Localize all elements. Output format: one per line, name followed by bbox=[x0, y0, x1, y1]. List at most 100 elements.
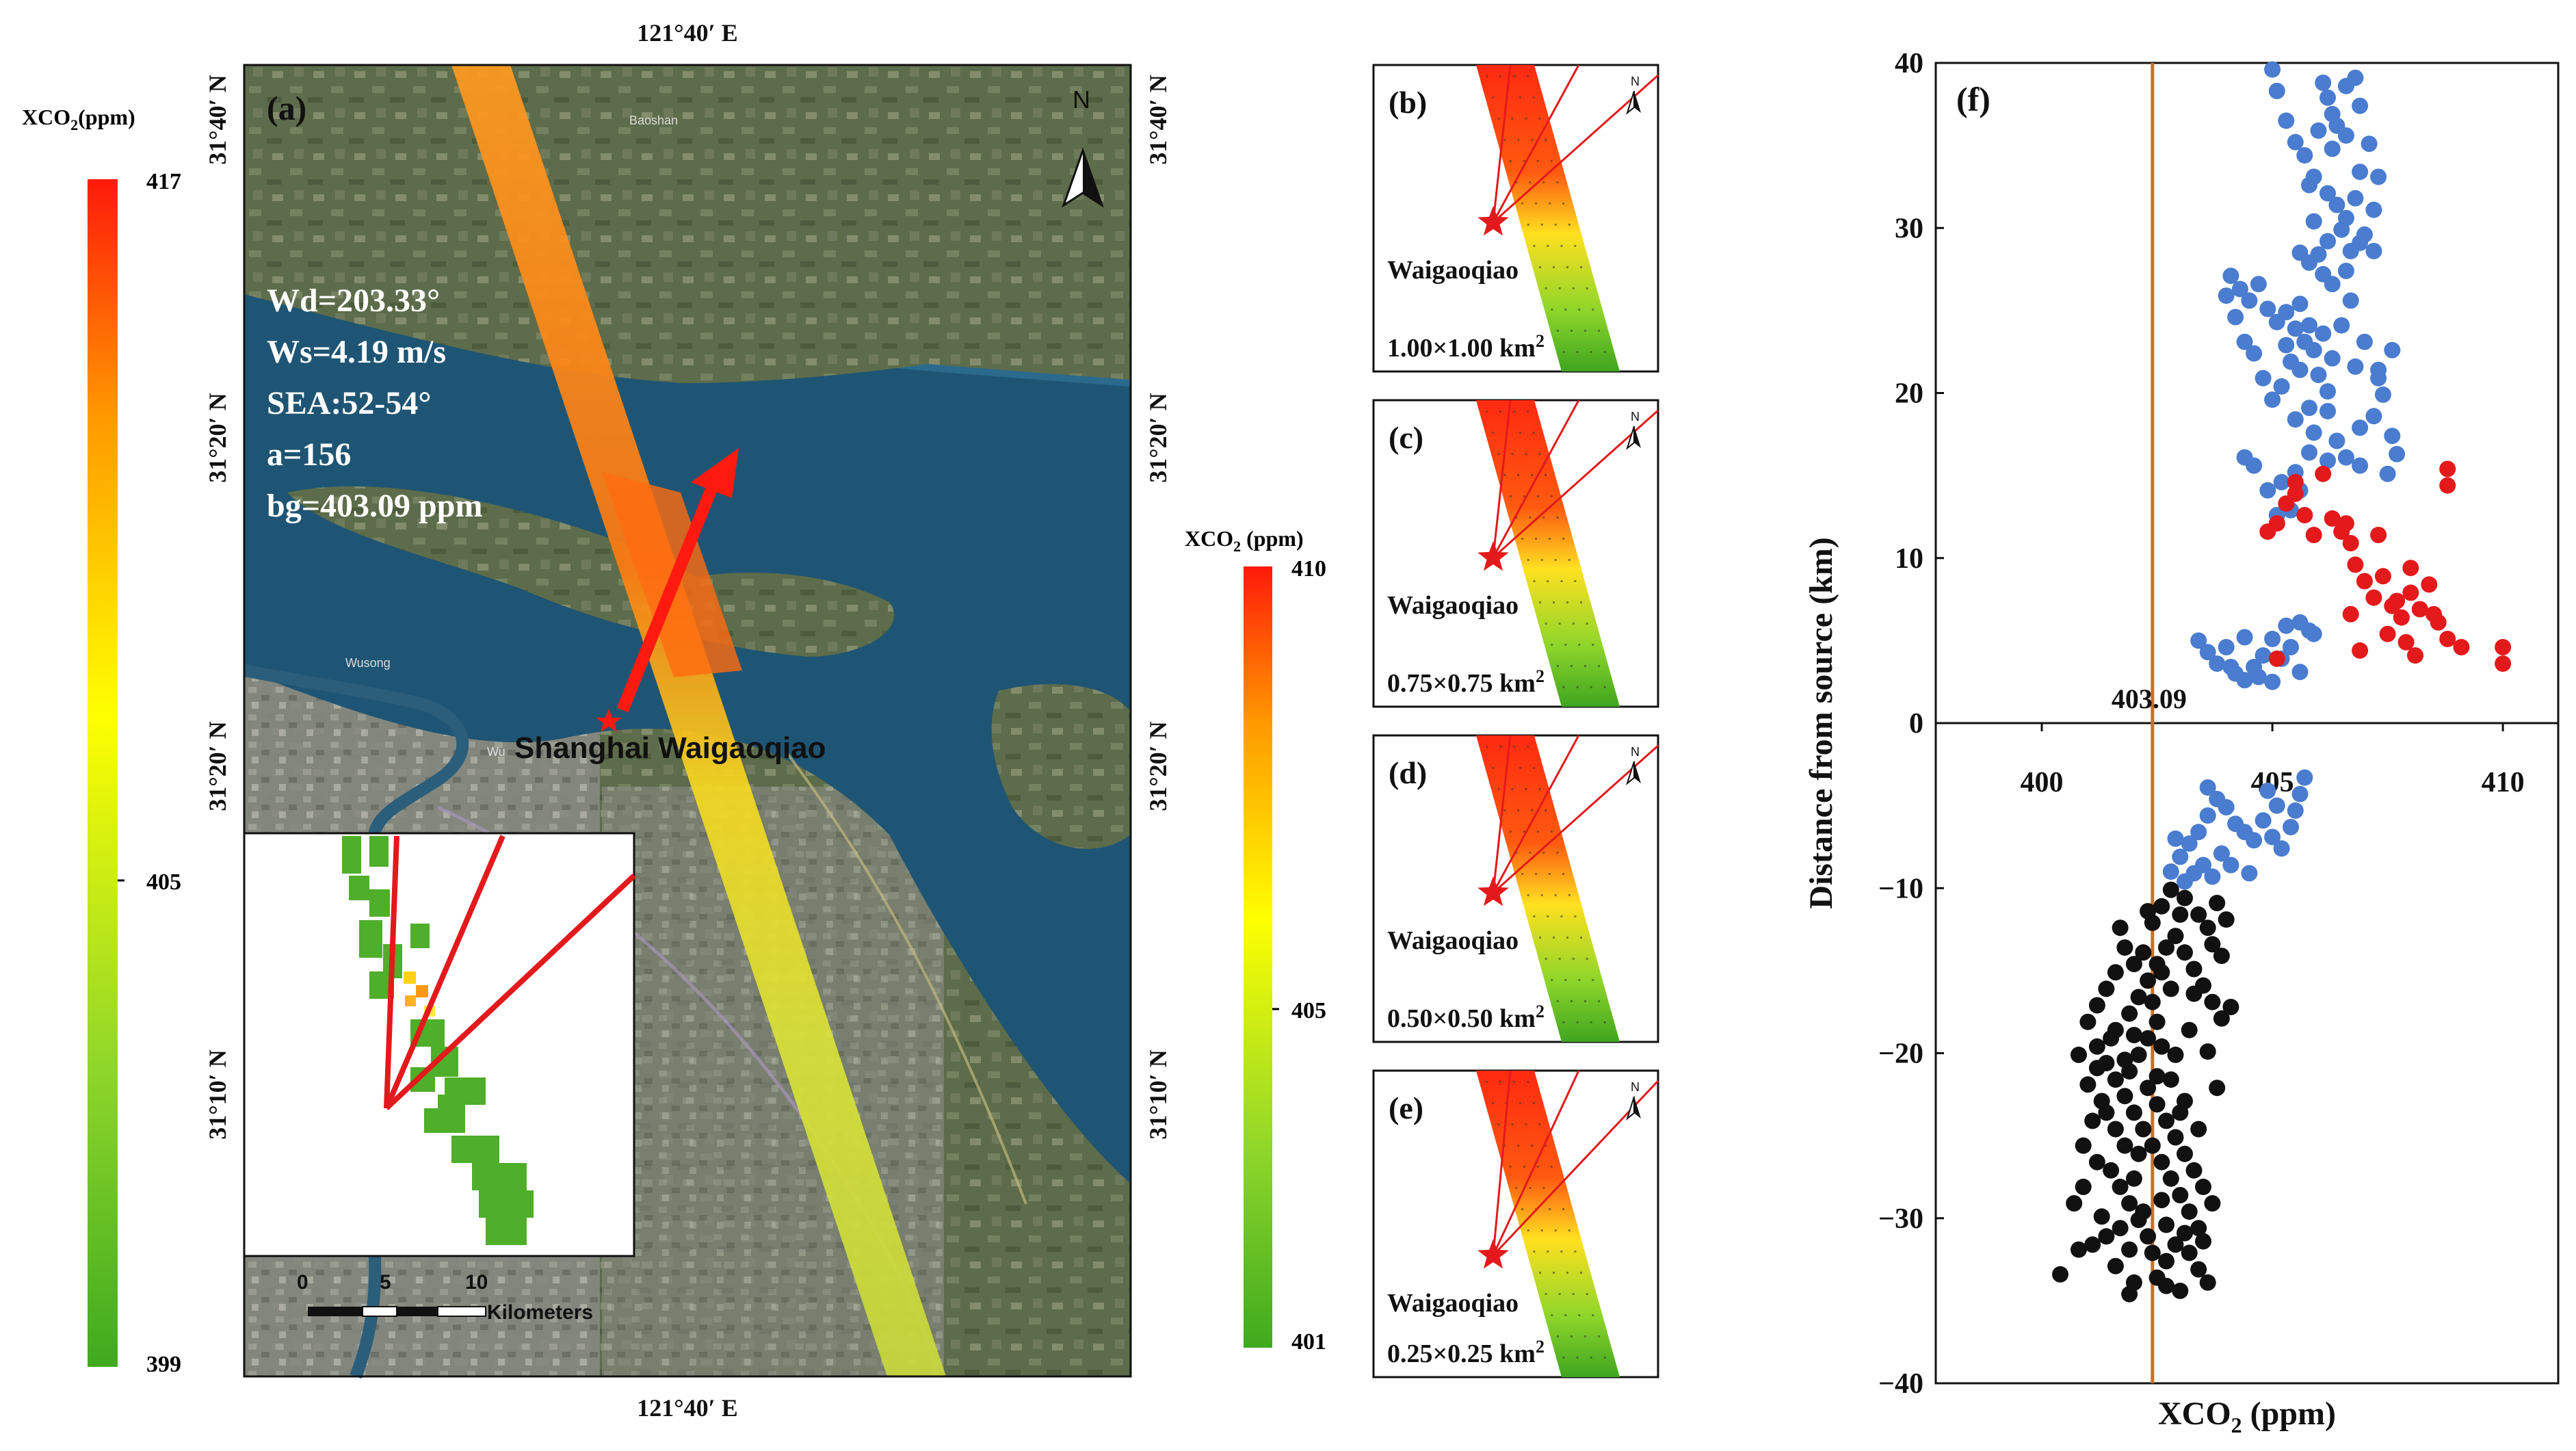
data-point bbox=[2384, 428, 2401, 445]
data-point bbox=[2140, 972, 2157, 989]
data-point bbox=[2103, 1162, 2120, 1179]
pixel-dot bbox=[1558, 623, 1561, 625]
pixel-dot bbox=[1497, 1123, 1500, 1125]
scale-bar: 0 5 10 Kilometers bbox=[297, 1271, 593, 1324]
pixel-dot bbox=[1572, 287, 1575, 289]
data-point bbox=[2255, 812, 2272, 829]
pixel-dot bbox=[1533, 915, 1536, 917]
colorbar-a-max: 417 bbox=[146, 169, 181, 194]
data-point bbox=[2231, 280, 2248, 298]
pixel-dot bbox=[1603, 1021, 1606, 1023]
pixel-dot bbox=[1515, 181, 1518, 183]
pixel-dot bbox=[1538, 118, 1541, 120]
data-point bbox=[2130, 1145, 2147, 1162]
data-point bbox=[2107, 1121, 2124, 1138]
pixel-dot bbox=[1509, 831, 1512, 833]
cone-line bbox=[1493, 744, 1659, 894]
data-point bbox=[2301, 177, 2317, 194]
pixel-dot bbox=[1554, 1229, 1557, 1231]
data-point bbox=[2236, 449, 2253, 466]
data-point bbox=[2158, 1253, 2174, 1270]
pixel-dot bbox=[1539, 937, 1542, 939]
data-point bbox=[2222, 857, 2239, 874]
data-point bbox=[2213, 845, 2230, 862]
pixel-dot bbox=[1549, 873, 1551, 875]
data-point bbox=[2199, 1274, 2216, 1291]
data-point bbox=[2071, 1241, 2087, 1258]
data-point bbox=[2264, 828, 2281, 846]
data-point bbox=[2190, 632, 2207, 649]
data-point bbox=[2495, 655, 2512, 672]
small-panel-label: (b) bbox=[1389, 85, 1427, 120]
pixel-dot bbox=[1532, 432, 1535, 434]
pixel-dot bbox=[1517, 809, 1520, 811]
data-point bbox=[2190, 1261, 2207, 1278]
pixel-dot bbox=[1540, 1229, 1543, 1231]
pixel-dot bbox=[1597, 1335, 1600, 1337]
data-point bbox=[2162, 881, 2179, 898]
pixel-dot bbox=[1545, 287, 1547, 289]
pixel-dot bbox=[1592, 1314, 1594, 1316]
data-point bbox=[2148, 1013, 2166, 1030]
pixel-dot bbox=[1532, 96, 1535, 99]
pixel-dot bbox=[1545, 1145, 1547, 1147]
data-point bbox=[2140, 1228, 2157, 1245]
data-point bbox=[2177, 889, 2193, 906]
series-1 bbox=[2259, 460, 2512, 672]
data-point bbox=[2209, 895, 2226, 911]
pixel-dot bbox=[1497, 453, 1500, 455]
pixel-dot bbox=[1576, 351, 1579, 353]
data-point bbox=[2305, 341, 2322, 358]
pixel-dot bbox=[1509, 1166, 1512, 1168]
data-point bbox=[2167, 1046, 2184, 1063]
small-panel-source: Waigaoqiao bbox=[1387, 256, 1519, 285]
pixel-dot bbox=[1529, 517, 1532, 519]
pixel-dot bbox=[1560, 245, 1563, 247]
data-point bbox=[2084, 1236, 2101, 1253]
data-point bbox=[2227, 309, 2244, 326]
pixel-dot bbox=[1515, 517, 1518, 519]
data-point bbox=[2426, 605, 2442, 623]
pixel-dot bbox=[1590, 1357, 1592, 1359]
source-star bbox=[1477, 876, 1509, 906]
data-point bbox=[2222, 999, 2239, 1015]
data-point bbox=[2148, 1068, 2166, 1085]
data-point bbox=[2107, 964, 2124, 981]
data-point bbox=[2195, 857, 2211, 874]
param-a: a=156 bbox=[267, 436, 351, 473]
inset-cone-left bbox=[384, 835, 399, 1109]
pixel-dot bbox=[1527, 746, 1529, 748]
data-point bbox=[2177, 1093, 2193, 1110]
pixel-dot bbox=[1515, 852, 1518, 854]
pixel-dot bbox=[1586, 287, 1588, 289]
pixel-dot bbox=[1499, 1081, 1502, 1083]
data-point bbox=[2162, 1071, 2179, 1088]
pixel-dot bbox=[1576, 1357, 1579, 1359]
pixel-dot bbox=[1519, 767, 1521, 769]
data-point bbox=[2352, 164, 2369, 181]
panels-bcde: (b) Waigaoqiao 1.00×1.00 km2 N (c) Waigaoqiao… bbox=[1372, 64, 1659, 1378]
data-point bbox=[2347, 69, 2364, 86]
pixel-dot bbox=[1572, 1293, 1575, 1295]
pixel-dot bbox=[1511, 788, 1514, 790]
colorbar-2-min: 401 bbox=[1291, 1329, 1326, 1355]
data-point bbox=[2153, 1192, 2170, 1209]
pixel-dot bbox=[1511, 1123, 1514, 1125]
data-point bbox=[2177, 1145, 2193, 1162]
place-wusong: Wusong bbox=[345, 656, 391, 670]
data-point bbox=[2319, 452, 2336, 469]
right-lat-4: 31°10′ N bbox=[1144, 1049, 1172, 1140]
pixel-dot bbox=[1562, 1208, 1565, 1210]
pixel-dot bbox=[1549, 1208, 1551, 1210]
data-point bbox=[2121, 1241, 2138, 1258]
data-point bbox=[2084, 1112, 2101, 1129]
data-point bbox=[2315, 465, 2332, 482]
data-point bbox=[2153, 1038, 2170, 1055]
pixel-dot bbox=[1521, 202, 1524, 205]
north-arrow-icon: N bbox=[1626, 410, 1641, 450]
pixel-dot bbox=[1531, 809, 1534, 811]
pixel-dot bbox=[1553, 601, 1555, 603]
pixel-dot bbox=[1572, 623, 1575, 625]
small-panel-resolution: 1.00×1.00 km2 bbox=[1387, 331, 1545, 363]
data-point bbox=[2347, 189, 2364, 207]
